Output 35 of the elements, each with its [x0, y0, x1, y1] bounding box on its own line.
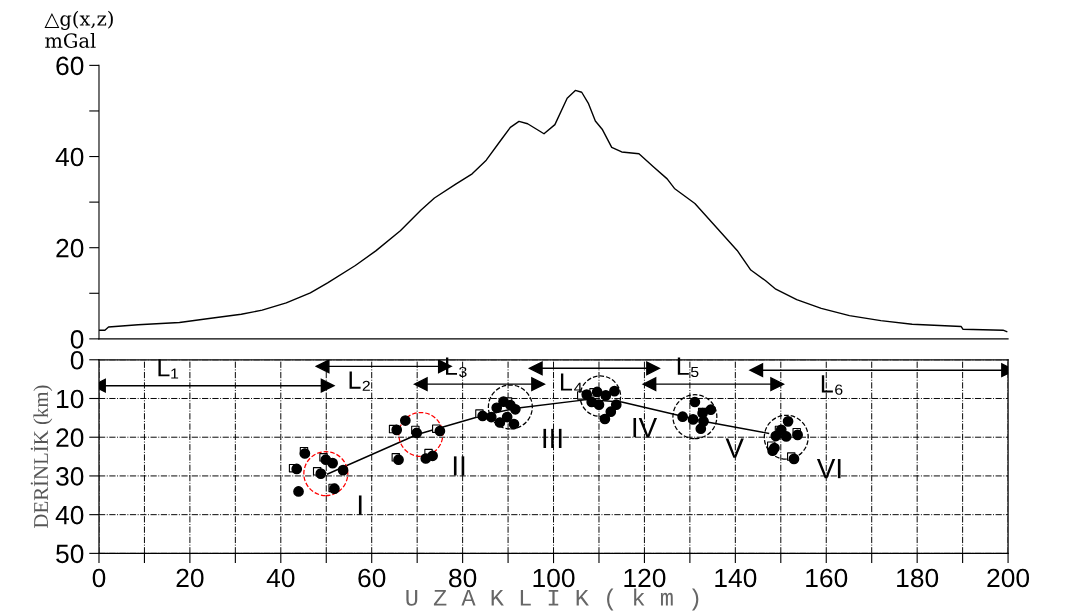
data-label: VI — [816, 459, 841, 479]
data-label: IV — [633, 418, 658, 438]
x-tick-label: 180 — [897, 568, 939, 588]
y-tick-label: 60 — [56, 56, 84, 76]
series-label: L₁ — [158, 359, 179, 379]
y-tick-label: 20 — [56, 238, 84, 258]
y-tick-label: 0 — [70, 330, 84, 349]
x-axis-title: U Z A K L I K ( k m ) — [406, 588, 699, 611]
x-tick-label: 160 — [806, 568, 848, 588]
data-label: I — [358, 495, 362, 515]
y-tick-label: 10 — [57, 389, 84, 409]
x-tick-label: 80 — [449, 568, 477, 588]
y-tick-label: 50 — [56, 544, 84, 564]
series-label: L₂ — [349, 371, 370, 391]
x-tick-label: 0 — [92, 568, 106, 588]
x-tick-label: 20 — [176, 568, 204, 588]
data-label: III — [543, 428, 562, 448]
x-tick-label: 200 — [987, 568, 1030, 588]
x-tick-label: 120 — [624, 568, 666, 588]
y-tick-label: 40 — [55, 505, 84, 525]
series-label: L₆ — [821, 375, 843, 395]
x-tick-label: 60 — [358, 568, 386, 588]
data-label: V — [725, 438, 744, 458]
x-tick-label: 40 — [266, 568, 295, 588]
x-tick-label: 140 — [715, 568, 757, 588]
y-tick-label: 40 — [55, 147, 84, 167]
x-tick-label: 100 — [533, 568, 575, 588]
series-label: L₄ — [560, 373, 583, 393]
series-label: L₅ — [677, 357, 699, 378]
y-axis-title: DERİNLİK (km) — [30, 385, 53, 529]
y-tick-label: 0 — [70, 350, 84, 370]
data-label: II — [453, 456, 465, 476]
y-tick-label: 20 — [56, 428, 84, 448]
y-axis-title: △g(x,z) mGal — [44, 10, 113, 48]
y-tick-label: 30 — [56, 467, 84, 486]
